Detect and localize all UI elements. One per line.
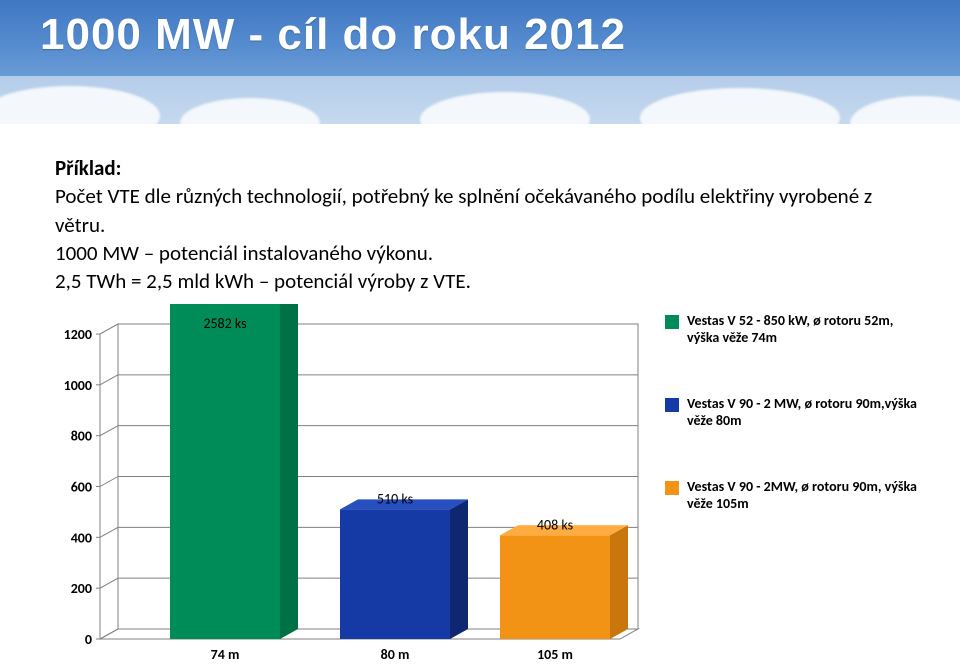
chart-svg: 0 200 400 600 800 1000 1200 74 m 80 m 105 m 2582 k… bbox=[55, 304, 655, 664]
svg-text:1200: 1200 bbox=[64, 326, 92, 343]
svg-text:800: 800 bbox=[71, 427, 92, 444]
svg-text:80 m: 80 m bbox=[381, 646, 410, 663]
legend-label: Vestas V 52 - 850 kW, ø rotoru 52m, výšk… bbox=[687, 312, 925, 347]
legend-label: Vestas V 90 - 2MW, ø rotoru 90m, výška v… bbox=[687, 478, 925, 513]
intro-line-4: 2,5 TWh = 2,5 mld kWh – potenciál výroby… bbox=[55, 267, 910, 295]
intro-text: Příklad: Počet VTE dle různých technolog… bbox=[55, 154, 910, 296]
legend-label: Vestas V 90 - 2 MW, ø rotoru 90m,výška v… bbox=[687, 395, 925, 430]
legend-swatch bbox=[665, 398, 679, 412]
svg-text:200: 200 bbox=[71, 580, 92, 597]
legend-item-2: Vestas V 90 - 2MW, ø rotoru 90m, výška v… bbox=[665, 478, 925, 513]
svg-text:105 m: 105 m bbox=[537, 646, 573, 663]
svg-text:74 m: 74 m bbox=[211, 646, 240, 663]
svg-text:400: 400 bbox=[71, 529, 92, 546]
legend-swatch bbox=[665, 481, 679, 495]
legend-item-0: Vestas V 52 - 850 kW, ø rotoru 52m, výšk… bbox=[665, 312, 925, 347]
svg-text:0: 0 bbox=[85, 631, 92, 648]
intro-lead: Příklad: bbox=[55, 154, 910, 182]
svg-text:2582 ks: 2582 ks bbox=[203, 315, 246, 332]
svg-text:1000: 1000 bbox=[64, 377, 92, 394]
svg-text:408 ks: 408 ks bbox=[537, 516, 573, 533]
legend-item-1: Vestas V 90 - 2 MW, ø rotoru 90m,výška v… bbox=[665, 395, 925, 430]
svg-text:510 ks: 510 ks bbox=[377, 490, 413, 507]
svg-text:600: 600 bbox=[71, 478, 92, 495]
chart-legend: Vestas V 52 - 850 kW, ø rotoru 52m, výšk… bbox=[665, 312, 925, 561]
legend-swatch bbox=[665, 315, 679, 329]
page-title: 1000 MW - cíl do roku 2012 bbox=[40, 10, 626, 60]
intro-line-3: 1000 MW – potenciál instalovaného výkonu… bbox=[55, 239, 910, 267]
intro-line-2: Počet VTE dle různých technologií, potře… bbox=[55, 182, 910, 239]
sky-banner: 1000 MW - cíl do roku 2012 bbox=[0, 0, 960, 124]
banner-white-stripe bbox=[0, 76, 960, 124]
chart: 0 200 400 600 800 1000 1200 74 m 80 m 105 m 2582 k… bbox=[55, 304, 905, 664]
